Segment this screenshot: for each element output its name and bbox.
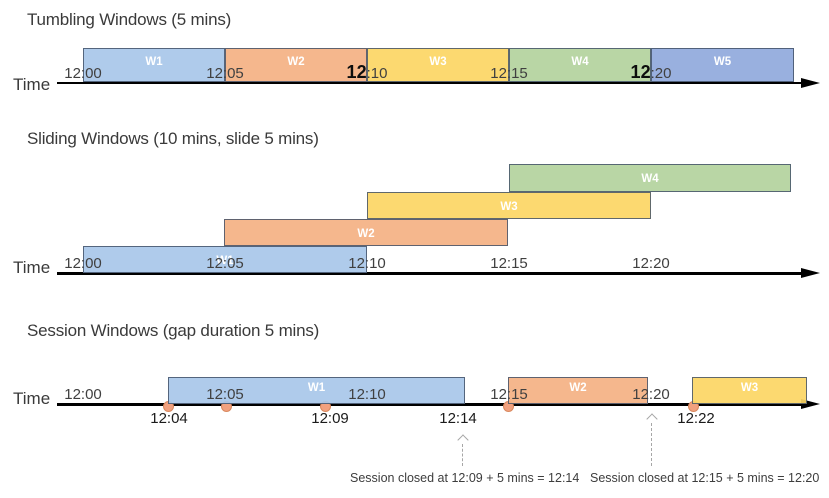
section-title: Tumbling Windows (5 mins)	[27, 10, 232, 29]
time-axis-line	[57, 82, 801, 84]
tick-label: 12:05	[206, 255, 244, 272]
window-label: W2	[569, 382, 587, 394]
tick-label: 12:00	[64, 65, 102, 82]
tick-label: 12:05	[206, 65, 244, 82]
closure-arrow-dashed-line	[651, 423, 652, 466]
window-label: W4	[641, 173, 659, 185]
tick-label: 12:20	[632, 386, 670, 403]
time-axis-line	[57, 272, 801, 275]
tick-label: 12:10	[348, 386, 386, 403]
window-tumbling-w1: W1	[83, 48, 225, 82]
event-time-label: 12:22	[677, 410, 715, 427]
window-tumbling-w4: W4	[509, 48, 651, 82]
window-session-w2: W2	[508, 377, 648, 404]
window-tumbling-w2: W2	[225, 48, 367, 82]
tick-label: 12:10	[346, 62, 388, 82]
tick-label: 12:20	[630, 62, 672, 82]
window-label: W2	[287, 56, 305, 68]
window-sliding-w1: W1	[83, 246, 367, 273]
event-time-label: 12:09	[311, 410, 349, 427]
window-sliding-w3: W3	[367, 192, 651, 219]
event-time-label: 12:04	[150, 410, 188, 427]
time-axis-arrowhead	[801, 77, 820, 88]
closure-arrow-dashed-line	[462, 444, 463, 466]
time-axis-arrowhead	[801, 399, 820, 409]
window-label: W1	[307, 382, 326, 394]
window-label: W1	[216, 255, 234, 267]
window-label: W3	[500, 201, 518, 213]
time-axis-label: Time	[13, 258, 51, 277]
tick-label: 12:05	[206, 386, 244, 403]
window-sliding-w4: W4	[509, 164, 791, 192]
window-sliding-w2: W2	[224, 219, 508, 246]
tick-label: 12:10	[348, 255, 386, 272]
window-tumbling-w3: W3	[367, 48, 509, 82]
event-time-label: 12:14	[439, 410, 477, 427]
window-label: W3	[429, 56, 447, 68]
section-title: Session Windows (gap duration 5 mins)	[27, 321, 320, 340]
window-label: W1	[145, 56, 163, 68]
window-label: W4	[571, 56, 589, 68]
closure-arrow-up-icon	[646, 413, 658, 425]
time-axis-label: Time	[13, 75, 51, 94]
closure-note: Session closed at 12:15 + 5 mins = 12:20	[590, 471, 820, 485]
tick-label: 12:20	[632, 255, 670, 272]
window-label: W3	[740, 382, 759, 394]
window-label: W5	[713, 56, 732, 68]
tick-label: 12:15	[490, 65, 528, 82]
closure-arrow-up-icon	[457, 434, 469, 446]
time-axis-label: Time	[13, 389, 51, 408]
tick-label: 12:15	[490, 386, 528, 403]
time-axis-line	[57, 403, 801, 406]
closure-note: Session closed at 12:09 + 5 mins = 12:14	[350, 471, 580, 485]
window-tumbling-w5: W5	[651, 48, 794, 82]
tick-label: 12:00	[64, 386, 102, 403]
section-title: Sliding Windows (10 mins, slide 5 mins)	[27, 129, 319, 148]
window-label: W2	[357, 228, 375, 240]
tick-label: 12:15	[490, 255, 528, 272]
window-session-w1: W1	[168, 377, 465, 404]
window-session-w3: W3	[692, 377, 807, 404]
time-axis-arrowhead	[801, 268, 820, 278]
tick-label: 12:00	[64, 255, 102, 272]
